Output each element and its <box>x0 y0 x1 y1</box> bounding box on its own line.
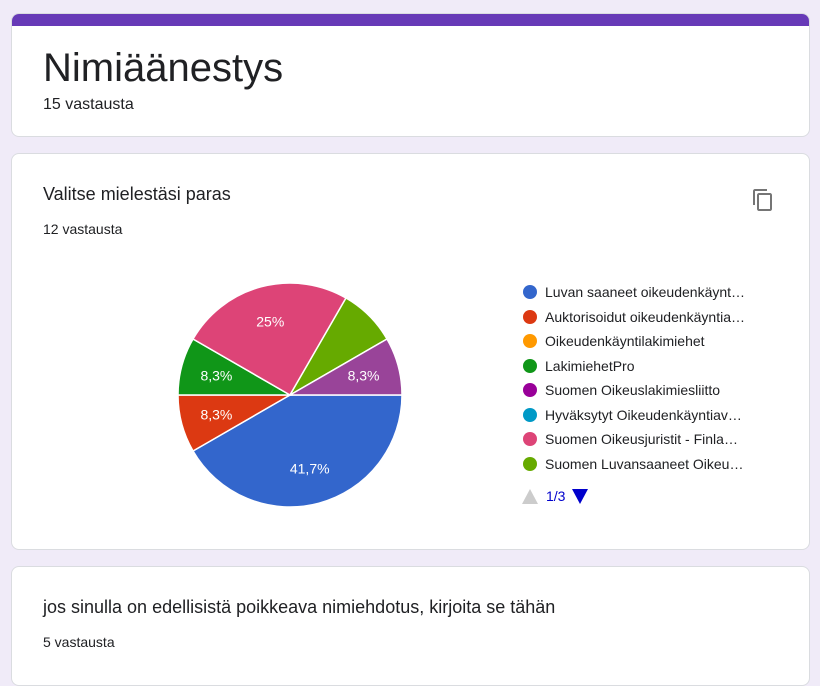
legend-swatch <box>523 407 537 422</box>
legend-item[interactable]: LakimiehetPro <box>522 354 745 379</box>
legend-label: Suomen Oikeuslakimiesliitto <box>545 382 721 399</box>
legend-next-icon[interactable] <box>572 488 589 504</box>
legend-label: Suomen Oikeusjuristit - Finla… <box>545 431 738 448</box>
legend-label: Suomen Luvansaaneet Oikeu… <box>545 455 744 472</box>
legend-item[interactable]: Suomen Oikeusjuristit - Finla… <box>522 427 745 452</box>
legend-item[interactable]: Auktorisoidut oikeudenkäyntia… <box>522 305 745 330</box>
chart-legend: Luvan saaneet oikeudenkäynt… Auktorisoidu… <box>522 280 745 476</box>
question-card: Valitse mielestäsi paras 12 vastausta 41… <box>11 153 810 550</box>
slice-label: 25% <box>256 313 284 329</box>
slice-label: 41,7% <box>290 461 330 477</box>
legend-swatch <box>523 383 537 398</box>
legend-item[interactable]: Suomen Luvansaaneet Oikeu… <box>522 452 745 477</box>
question-response-count: 5 vastausta <box>43 634 115 650</box>
pie-slice[interactable] <box>191 282 348 397</box>
legend-label: LakimiehetPro <box>545 357 635 374</box>
legend-swatch <box>523 432 537 447</box>
legend-page: 1/3 <box>546 488 566 504</box>
pie-slice[interactable] <box>191 394 403 508</box>
question-card: jos sinulla on edellisistä poikkeava nim… <box>11 566 810 686</box>
header-accent-bar <box>12 14 809 26</box>
legend-swatch <box>523 285 537 300</box>
legend-swatch <box>523 334 537 349</box>
legend-pager: 1/3 <box>522 488 589 504</box>
slice-label: 8,3% <box>348 367 380 383</box>
legend-item[interactable]: Hyväksytyt Oikeudenkäyntiav… <box>522 403 745 428</box>
pie-chart: 41,7% 8,3% 8,3% 25% 8,3% <box>177 282 403 508</box>
legend-label: Hyväksytyt Oikeudenkäyntiav… <box>545 406 742 423</box>
legend-prev-icon[interactable] <box>522 488 538 504</box>
question-response-count: 12 vastausta <box>43 221 123 237</box>
legend-item[interactable]: Suomen Oikeuslakimiesliitto <box>522 378 745 403</box>
legend-swatch <box>523 358 537 373</box>
legend-label: Auktorisoidut oikeudenkäyntia… <box>545 308 746 325</box>
slice-label: 8,3% <box>200 367 232 383</box>
legend-label: Oikeudenkäyntilakimiehet <box>545 333 705 350</box>
legend-swatch <box>523 456 537 471</box>
legend-item[interactable]: Luvan saaneet oikeudenkäynt… <box>522 280 745 305</box>
copy-icon[interactable] <box>751 188 775 212</box>
form-header-card: Nimiäänestys 15 vastausta <box>11 13 810 137</box>
pie-slice[interactable] <box>287 337 403 396</box>
legend-item[interactable]: Oikeudenkäyntilakimiehet <box>522 329 745 354</box>
legend-label: Luvan saaneet oikeudenkäynt… <box>545 284 746 301</box>
question-title: jos sinulla on edellisistä poikkeava nim… <box>43 597 556 617</box>
response-count: 15 vastausta <box>43 96 134 113</box>
question-title: Valitse mielestäsi paras <box>43 184 231 204</box>
slice-label: 8,3% <box>200 407 232 423</box>
form-title: Nimiäänestys <box>43 46 284 90</box>
legend-swatch <box>523 309 537 324</box>
